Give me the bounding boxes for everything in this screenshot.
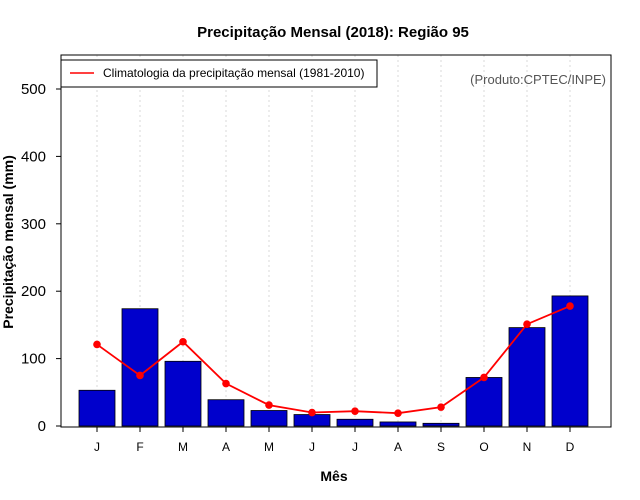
- plot-frame: [60, 54, 612, 428]
- y-axis-label: Precipitação mensal (mm): [0, 155, 16, 329]
- y-tick-label: 0: [38, 418, 46, 435]
- chart-title: Precipitação Mensal (2018): Região 95: [197, 24, 469, 41]
- x-tick-label: J: [94, 440, 100, 454]
- climatology-point-1: [136, 371, 144, 380]
- legend-entry: Climatologia da precipitação mensal (198…: [103, 66, 364, 80]
- climatology-point-8: [437, 403, 445, 411]
- bars-group: [78, 295, 589, 427]
- x-tick-label: J: [309, 440, 315, 454]
- climatology-point-4: [265, 401, 273, 409]
- x-tick-label: A: [222, 440, 230, 454]
- climatology-point-9: [480, 373, 488, 382]
- climatology-line: [96, 305, 571, 415]
- x-tick-label: O: [479, 440, 488, 454]
- bar-O-9: [465, 377, 503, 427]
- x-axis-label: Mês: [320, 468, 347, 484]
- grid-lines: [96, 55, 571, 427]
- y-axis: 0 100 200 300 400 500: [21, 81, 61, 435]
- x-tick-label: M: [178, 440, 188, 454]
- climatology-point-10: [523, 320, 531, 329]
- bar-M-4: [250, 410, 288, 427]
- bar-J-0: [78, 389, 116, 427]
- y-tick-label: 100: [21, 351, 46, 368]
- y-tick-label: 400: [21, 148, 46, 165]
- climatology-point-3: [222, 379, 230, 388]
- climatology-point-6: [351, 407, 359, 415]
- bar-A-7: [379, 421, 417, 427]
- bar-S-8: [422, 422, 460, 427]
- x-tick-label: J: [352, 440, 358, 454]
- credit-annotation: (Produto:CPTEC/INPE): [470, 72, 606, 87]
- x-tick-label: F: [136, 440, 143, 454]
- x-tick-label: A: [394, 440, 402, 454]
- bar-M-2: [164, 360, 202, 427]
- y-tick-label: 500: [21, 81, 46, 98]
- climatology-point-0: [93, 340, 101, 349]
- climatology-line-group: [93, 302, 574, 417]
- climatology-point-5: [308, 408, 316, 417]
- x-tick-label: D: [566, 440, 575, 454]
- x-tick-label: M: [264, 440, 274, 454]
- climatology-point-7: [394, 409, 402, 417]
- legend-box: [60, 59, 378, 88]
- climatology-point-11: [566, 302, 574, 310]
- x-tick-label: N: [523, 440, 532, 454]
- x-tick-label: S: [437, 440, 445, 454]
- bar-J-6: [336, 418, 374, 427]
- bar-N-10: [508, 327, 546, 427]
- y-tick-label: 200: [21, 283, 46, 300]
- climatology-point-2: [179, 337, 187, 346]
- legend: Climatologia da precipitação mensal (198…: [60, 59, 378, 88]
- bar-A-3: [207, 399, 245, 427]
- y-tick-label: 300: [21, 216, 46, 233]
- bar-D-11: [551, 295, 589, 427]
